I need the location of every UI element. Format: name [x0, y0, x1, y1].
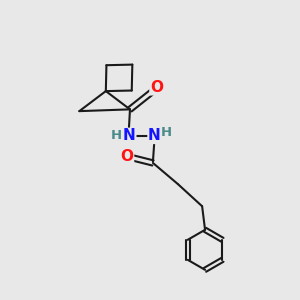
Text: O: O: [121, 149, 134, 164]
Text: H: H: [111, 129, 122, 142]
Text: N: N: [123, 128, 136, 143]
Text: N: N: [148, 128, 161, 143]
Text: H: H: [161, 126, 172, 139]
Text: O: O: [150, 80, 163, 95]
